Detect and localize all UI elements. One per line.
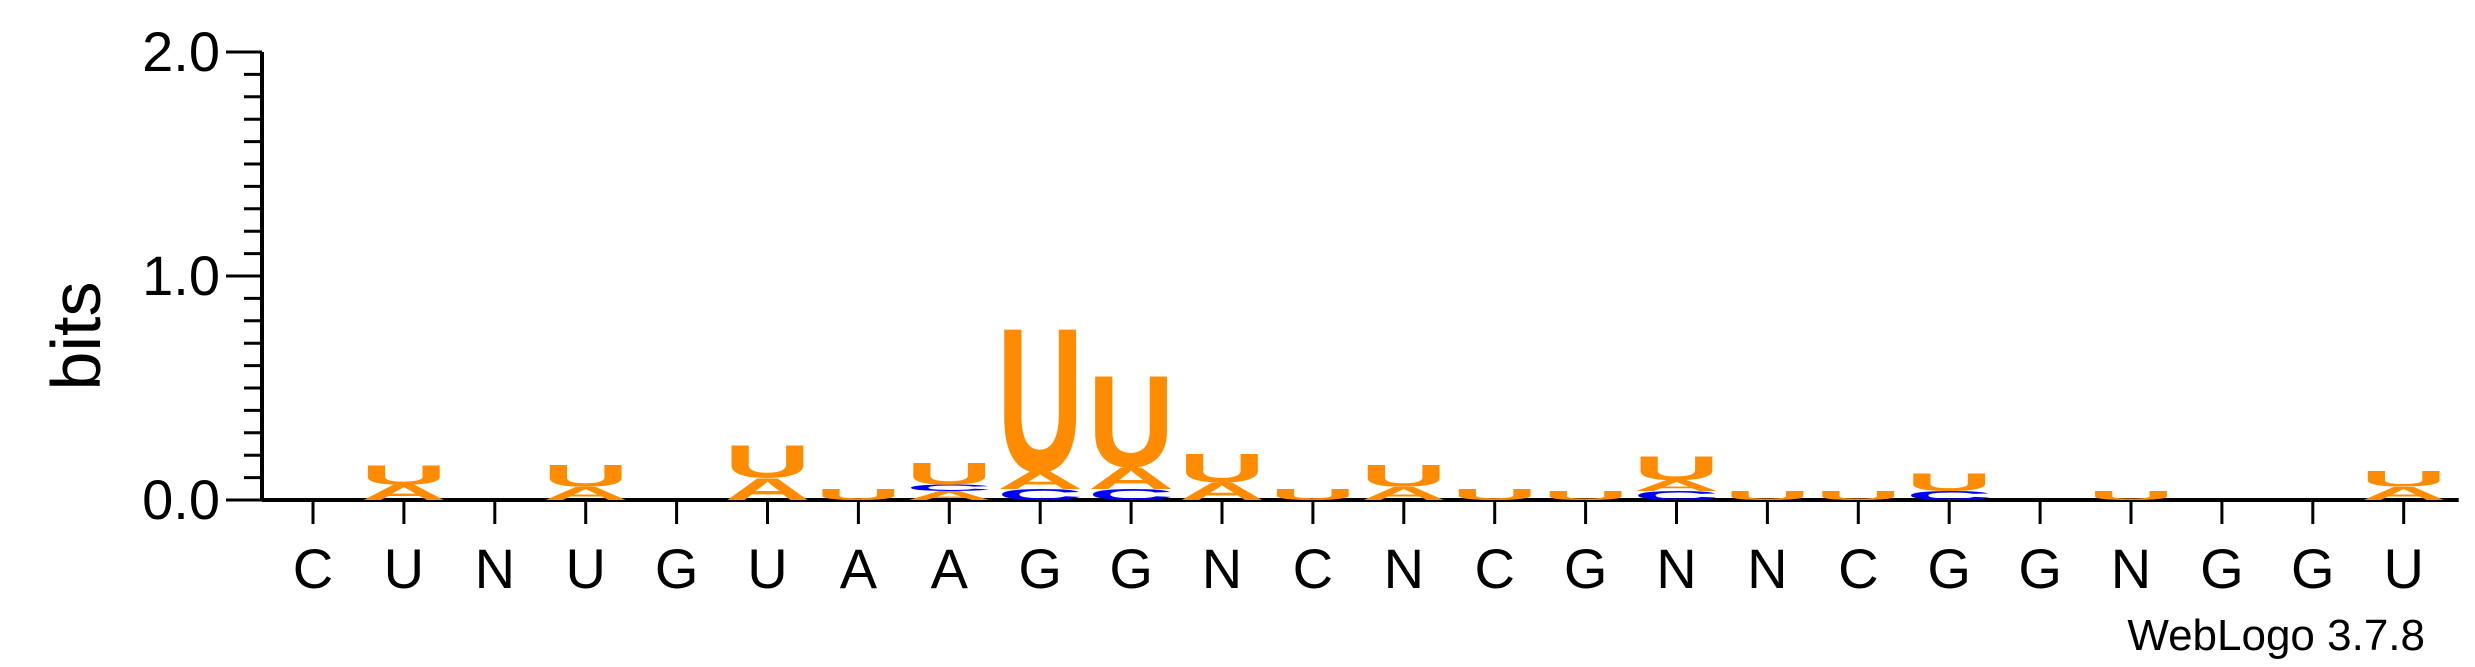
weblogo-credit: WebLogo 3.7.8 (2127, 611, 2425, 660)
x-tick-label: N (1656, 537, 1696, 600)
y-axis-label: bits (37, 282, 115, 391)
logo-glyph-c: C (906, 483, 992, 493)
x-tick-label: C (1293, 537, 1333, 600)
x-tick-label: N (1202, 537, 1242, 600)
logo-glyph-u: U (815, 486, 901, 503)
logo-glyph-u: U (906, 457, 992, 492)
x-tick-label: C (1474, 537, 1514, 600)
x-tick-label: A (931, 537, 969, 600)
logo-glyph-a: A (361, 480, 447, 504)
logo-glyph-a: A (1361, 483, 1447, 504)
x-tick-label: G (2200, 537, 2244, 600)
x-tick-label: G (655, 537, 699, 600)
y-tick-label: 0.0 (142, 468, 220, 531)
logo-glyph-u: U (2361, 467, 2447, 491)
x-tick-label: U (384, 537, 424, 600)
logo-glyph-u: U (543, 459, 629, 494)
logo-glyph-c: C (997, 486, 1083, 503)
logo-glyph-u: U (1542, 489, 1628, 503)
logo-glyph-a: A (543, 483, 629, 504)
x-tick-label: G (2018, 537, 2062, 600)
y-tick-label: 2.0 (142, 20, 220, 83)
x-tick-label: N (1747, 537, 1787, 600)
logo-glyph-u: U (2088, 489, 2174, 503)
logo-glyph-u: U (1633, 449, 1719, 488)
x-tick-label: G (1018, 537, 1062, 600)
logo-glyph-a: A (906, 489, 992, 503)
x-tick-label: C (1838, 537, 1878, 600)
x-tick-label: C (293, 537, 333, 600)
x-tick-label: G (1109, 537, 1153, 600)
x-tick-label: U (565, 537, 605, 600)
logo-glyph-u: U (1452, 486, 1538, 503)
x-tick-label: N (1384, 537, 1424, 600)
logo-glyph-a: A (2361, 483, 2447, 504)
logo-glyph-c: C (1633, 489, 1719, 503)
y-tick-label: 1.0 (142, 244, 220, 307)
logo-glyph-u: U (1270, 486, 1356, 503)
x-tick-label: G (2291, 537, 2335, 600)
x-tick-label: G (1564, 537, 1608, 600)
logo-glyph-u: U (1724, 489, 1810, 503)
x-tick-label: U (2383, 537, 2423, 600)
logo-glyph-u: U (1088, 348, 1174, 494)
logo-glyph-a: A (1179, 478, 1265, 506)
logo-glyph-a: A (1633, 477, 1719, 494)
logo-glyph-u: U (1815, 489, 1901, 503)
x-tick-label: N (475, 537, 515, 600)
logo-glyph-a: A (724, 472, 810, 507)
logo-glyph-c: C (1088, 486, 1174, 503)
logo-glyph-u: U (1361, 459, 1447, 494)
logo-glyph-a: A (997, 467, 1083, 495)
logo-glyph-u: U (724, 436, 810, 488)
logo-glyph-a: A (1088, 461, 1174, 496)
x-tick-label: U (747, 537, 787, 600)
logo-glyph-u: U (361, 459, 447, 490)
logo-glyph-u: U (1179, 445, 1265, 490)
x-tick-label: G (1927, 537, 1971, 600)
x-tick-label: N (2111, 537, 2151, 600)
logo-glyph-u: U (997, 285, 1083, 515)
x-tick-label: A (840, 537, 878, 600)
logo-glyph-c: C (1906, 489, 1992, 503)
logo-glyph-u: U (1906, 469, 1992, 497)
